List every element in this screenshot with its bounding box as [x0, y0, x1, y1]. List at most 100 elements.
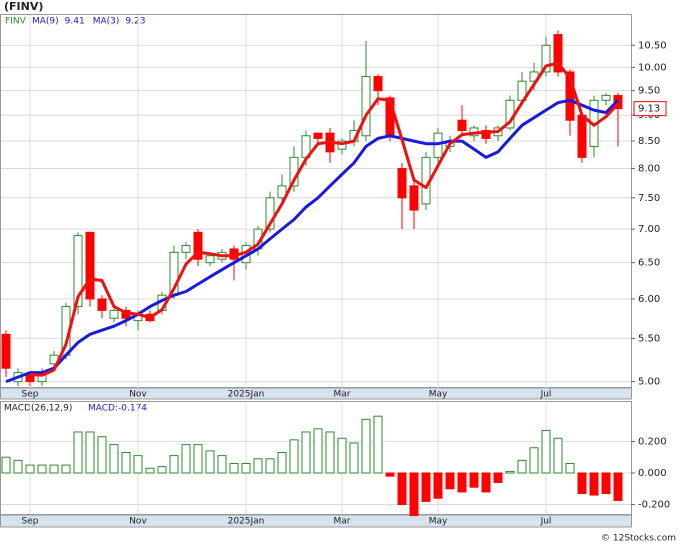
bar — [517, 459, 527, 474]
x-tick-label: Nov — [129, 517, 147, 527]
bar — [133, 455, 143, 474]
bar — [397, 472, 407, 506]
ma-line — [5, 98, 620, 384]
candle-body — [409, 185, 419, 211]
bar — [121, 451, 131, 474]
candle-body — [1, 333, 11, 369]
bar — [205, 450, 215, 474]
bar — [409, 472, 419, 517]
y-tick-label: 5.50 — [638, 333, 660, 344]
bar — [373, 415, 383, 474]
candle-body — [553, 34, 563, 73]
y-tick-label: 0.200 — [638, 436, 667, 447]
date-band — [0, 514, 632, 528]
bar — [13, 459, 23, 474]
bar — [61, 464, 71, 474]
bar — [493, 472, 503, 483]
x-tick-label: Jul — [540, 390, 552, 400]
x-tick-label: Sep — [22, 390, 39, 400]
candle-body — [397, 168, 407, 199]
candle-body — [277, 185, 287, 199]
bar — [613, 472, 623, 501]
bar — [337, 437, 347, 474]
bar — [193, 444, 203, 474]
bar — [457, 472, 467, 493]
symbol: FINV — [5, 17, 27, 27]
macd-name: MACD(26,12,9) — [4, 404, 72, 414]
candle-body — [565, 71, 575, 121]
price-legend: FINV MA(9) 9.41 MA(3) 9.23 — [5, 17, 145, 27]
candle-body — [457, 119, 467, 132]
x-tick-label: Nov — [129, 390, 147, 400]
date-band — [0, 387, 632, 400]
bar — [85, 431, 95, 474]
x-tick-label: Mar — [334, 390, 351, 400]
candle-body — [85, 231, 95, 300]
bar — [469, 472, 479, 488]
bar — [529, 447, 539, 474]
bar — [421, 472, 431, 502]
y-tick-label: 7.50 — [638, 193, 660, 204]
y-tick-label: 0.000 — [638, 468, 667, 479]
bar — [157, 466, 167, 474]
bar — [109, 444, 119, 474]
bar — [481, 472, 491, 493]
x-tick-label: May — [429, 390, 448, 400]
x-tick-label: Jul — [540, 517, 552, 527]
bar — [49, 464, 59, 474]
bar — [265, 458, 275, 474]
bar — [241, 463, 251, 474]
bar — [145, 467, 155, 474]
candle-body — [73, 235, 83, 308]
bar — [313, 428, 323, 474]
bar — [301, 431, 311, 474]
bar — [229, 463, 239, 474]
bar — [25, 464, 35, 474]
candle-body — [601, 94, 611, 101]
bar — [577, 472, 587, 494]
bar — [217, 455, 227, 474]
bar — [97, 436, 107, 474]
candle-body — [577, 114, 587, 158]
x-tick-label: 2025Jan — [228, 390, 265, 400]
y-tick-label: 10.00 — [638, 62, 667, 73]
candle-body — [541, 44, 551, 73]
ma-line — [29, 61, 620, 377]
bar — [433, 472, 443, 499]
last-price: 9.13 — [638, 104, 660, 115]
bar — [505, 470, 515, 474]
candle-body — [193, 231, 203, 260]
bar — [385, 472, 395, 477]
price-box — [633, 101, 667, 117]
macd-current: MACD:-0.174 — [88, 404, 147, 414]
bar — [1, 456, 11, 474]
candle-body — [181, 245, 191, 253]
bar — [289, 439, 299, 474]
x-tick-label: 2025Jan — [228, 517, 265, 527]
bar — [541, 429, 551, 474]
legend-label: MA(3) — [93, 17, 120, 27]
bar — [181, 444, 191, 474]
y-tick-label: 8.50 — [638, 136, 660, 147]
y-tick-label: 5.00 — [638, 377, 660, 388]
bar — [445, 472, 455, 490]
candle-body — [97, 298, 107, 311]
bar — [361, 418, 371, 474]
bar — [253, 458, 263, 474]
x-tick-label: May — [429, 517, 448, 527]
bar — [601, 472, 611, 494]
y-tick-label: 6.50 — [638, 258, 660, 269]
bar — [37, 464, 47, 474]
chart-title: (FINV) — [4, 0, 43, 13]
y-tick-label: 7.00 — [638, 224, 660, 235]
y-tick-label: 10.50 — [638, 40, 667, 51]
x-tick-label: Sep — [22, 517, 39, 527]
copyright: © 12Stocks.com — [601, 534, 676, 544]
bar — [277, 451, 287, 474]
candle-body — [313, 132, 323, 139]
bar — [325, 431, 335, 474]
legend-label: MA(9) — [32, 17, 59, 27]
candle-body — [205, 255, 215, 264]
candle-body — [361, 76, 371, 137]
